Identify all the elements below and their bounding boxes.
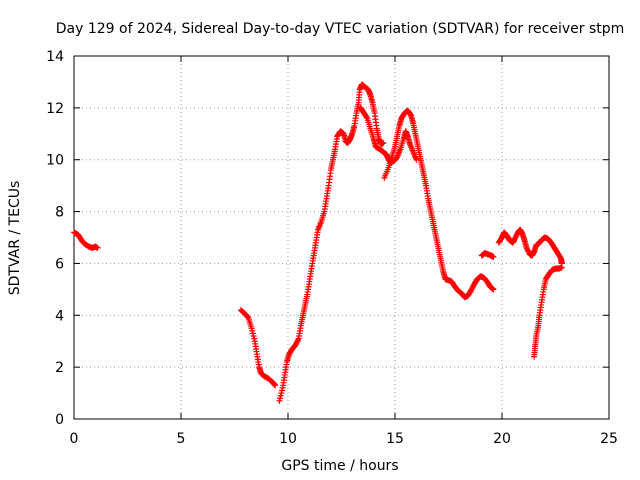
data-point [558, 264, 565, 271]
x-tick-label: 5 [177, 431, 186, 447]
data-point [94, 244, 101, 251]
y-tick-labels: 0 2 4 6 8 10 12 14 [46, 49, 64, 428]
series-segment-5 [495, 226, 565, 267]
y-tick-label: 0 [55, 412, 64, 428]
y-tick-label: 6 [55, 256, 64, 272]
series-segment-3b [357, 104, 420, 166]
series-segment-1 [71, 229, 101, 251]
x-tick-label: 15 [386, 431, 404, 447]
data-point [380, 139, 387, 146]
data-point [490, 286, 497, 293]
data-point [272, 382, 279, 389]
y-tick-label: 10 [46, 153, 64, 169]
series-segment-3c [381, 107, 497, 301]
y-tick-label: 12 [46, 101, 64, 117]
data-point [295, 336, 302, 343]
data-point [363, 114, 370, 121]
y-tick-label: 14 [46, 49, 64, 65]
x-axis-title: GPS time / hours [281, 458, 398, 474]
data-point [413, 156, 420, 163]
y-tick-label: 4 [55, 308, 64, 324]
data-point [244, 314, 251, 321]
x-tick-label: 0 [70, 431, 79, 447]
y-tick-label: 8 [55, 205, 64, 221]
axis-ticks [73, 55, 610, 420]
x-tick-label: 25 [600, 431, 618, 447]
series-segment-3 [276, 81, 387, 404]
series-segment-4 [478, 250, 497, 260]
x-tick-labels: 0 5 10 15 20 25 [70, 431, 618, 447]
data-series [71, 81, 565, 404]
data-point [490, 253, 497, 260]
series-segment-2 [237, 307, 279, 389]
x-tick-label: 10 [279, 431, 297, 447]
grid [74, 56, 609, 419]
chart-title: Day 129 of 2024, Sidereal Day-to-day VTE… [56, 21, 625, 37]
y-tick-label: 2 [55, 360, 64, 376]
y-axis-title: SDTVAR / TECUs [7, 181, 23, 296]
series-segment-6 [531, 264, 565, 360]
x-tick-label: 20 [493, 431, 511, 447]
plot-frame [73, 55, 610, 420]
